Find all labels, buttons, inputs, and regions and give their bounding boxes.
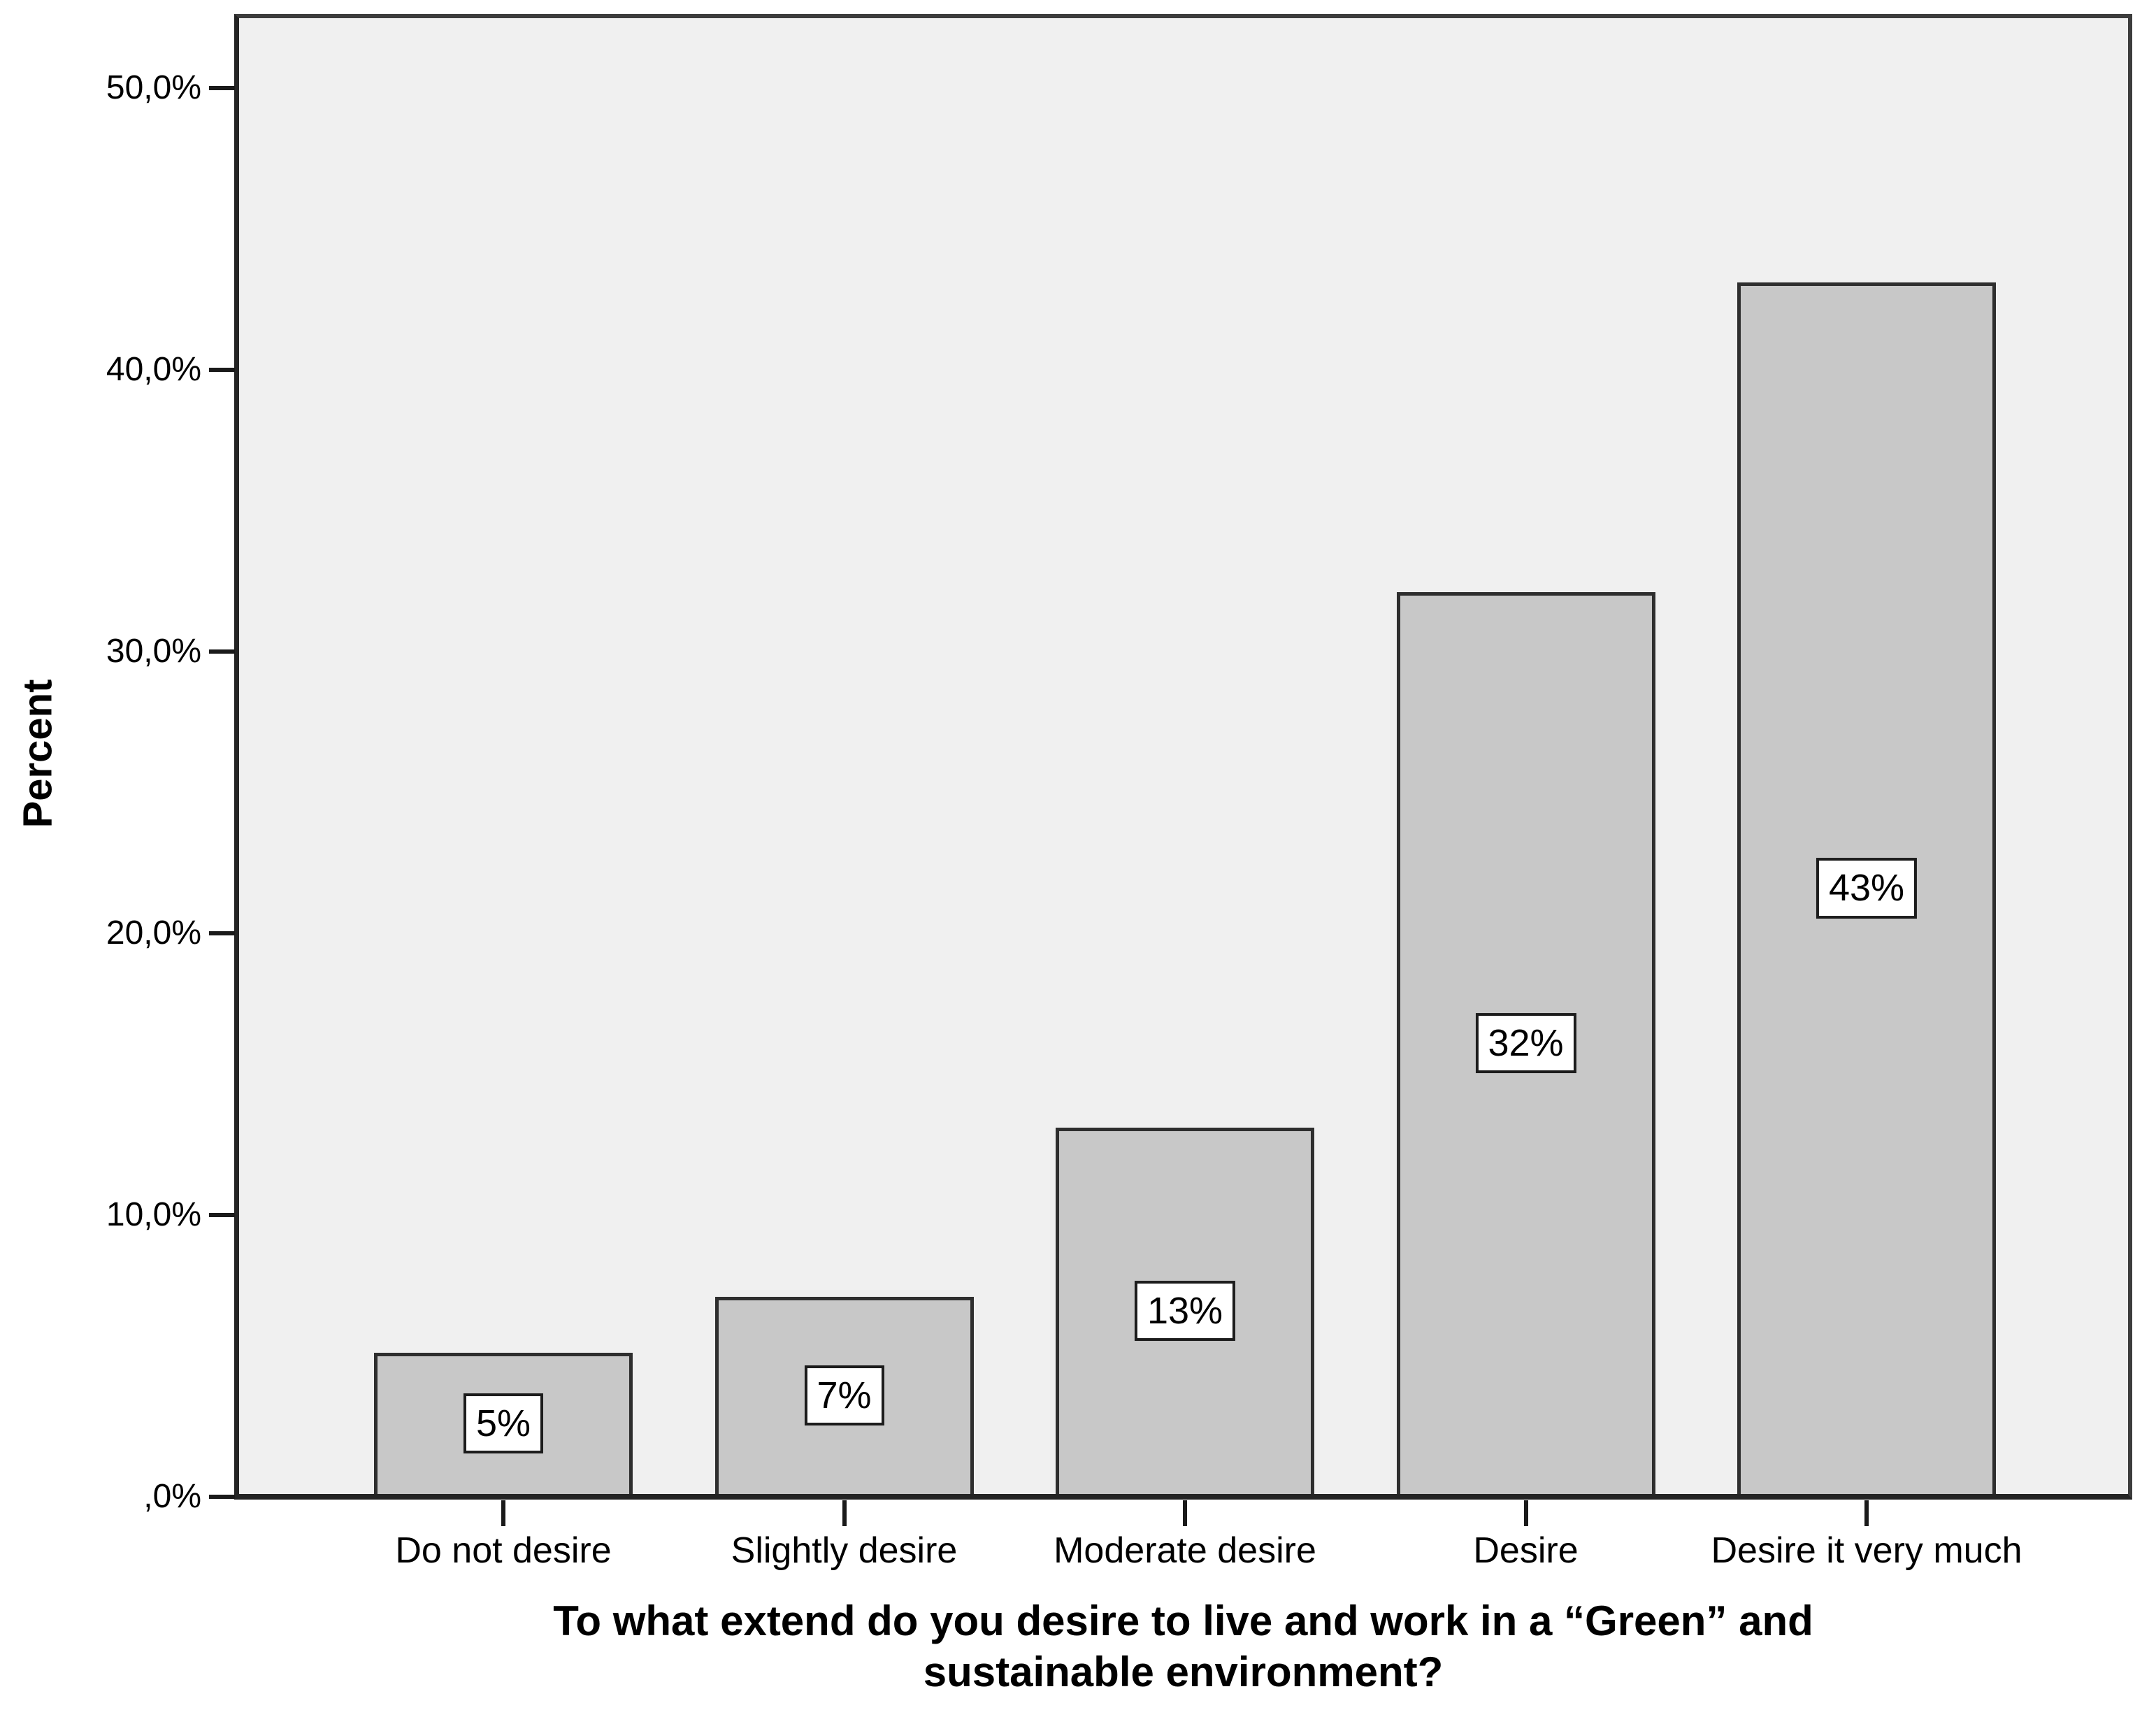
y-tick-label: 10,0% [106, 1196, 201, 1233]
bar-value-label: 43% [1816, 858, 1918, 919]
x-tick-mark [1183, 1500, 1187, 1526]
category-label: Desire [1473, 1530, 1579, 1571]
y-tick-mark [209, 1495, 235, 1499]
x-tick-mark [1523, 1500, 1528, 1526]
bar-value-label: 13% [1134, 1280, 1236, 1342]
x-tick-mark [842, 1500, 847, 1526]
category-label: Desire it very much [1711, 1530, 2022, 1571]
x-axis-title: To what extend do you desire to live and… [234, 1595, 2132, 1697]
x-axis-title-line-2: sustainable environment? [923, 1648, 1444, 1695]
y-tick-label: 50,0% [106, 69, 201, 106]
x-axis-title-line-1: To what extend do you desire to live and… [553, 1597, 1813, 1644]
y-axis-title: Percent [15, 679, 61, 828]
y-tick-mark [209, 1213, 235, 1217]
bar-value-label: 5% [463, 1393, 544, 1454]
y-tick-label: 30,0% [106, 633, 201, 670]
plot-area: 5% 7% 13% 32% 43% [234, 14, 2132, 1500]
x-tick-mark [1864, 1500, 1869, 1526]
bar-value-label: 32% [1475, 1012, 1576, 1074]
y-tick-mark [209, 931, 235, 935]
y-tick-mark [209, 368, 235, 372]
category-label: Do not desire [395, 1530, 612, 1571]
y-tick-label: 40,0% [106, 351, 201, 388]
category-label: Slightly desire [731, 1530, 958, 1571]
y-tick-mark [209, 649, 235, 654]
category-label: Moderate desire [1054, 1530, 1316, 1571]
x-tick-mark [501, 1500, 505, 1526]
bar-value-label: 7% [804, 1365, 884, 1426]
y-tick-label: 20,0% [106, 914, 201, 951]
y-tick-mark [209, 86, 235, 90]
y-tick-label: ,0% [143, 1478, 201, 1515]
